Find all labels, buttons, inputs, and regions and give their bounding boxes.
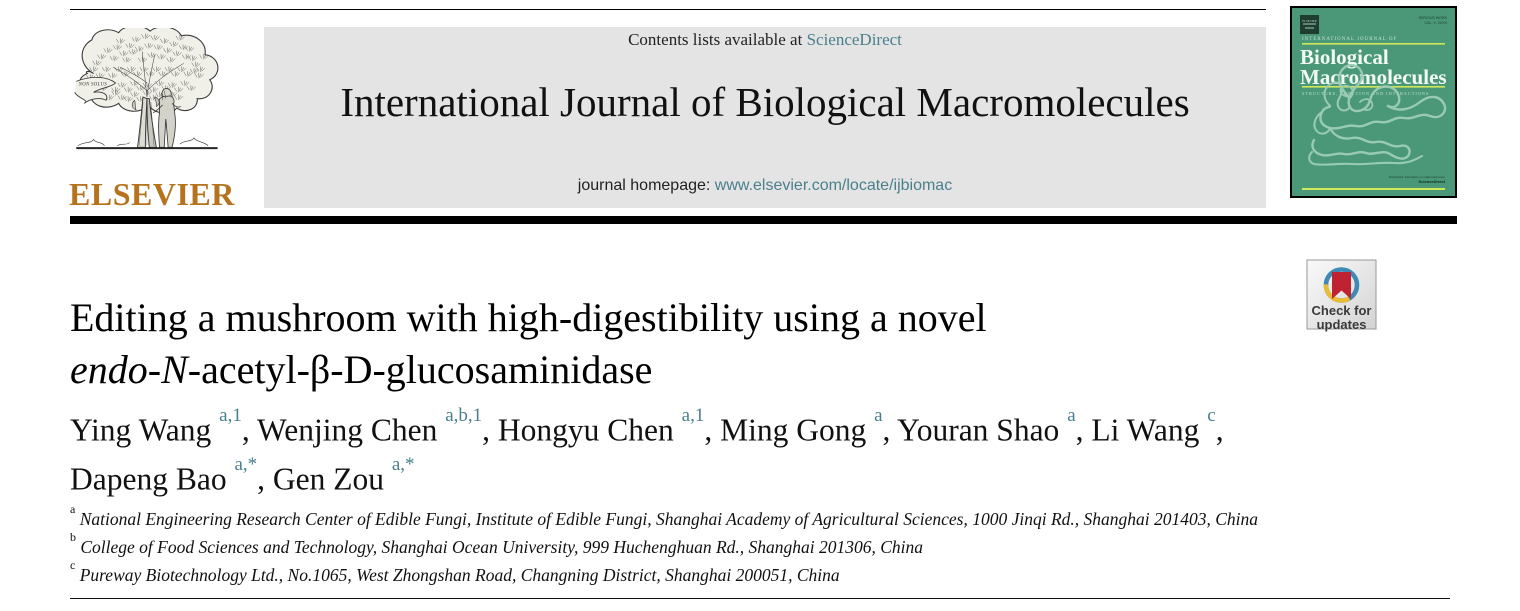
svg-text:ScienceDirect: ScienceDirect xyxy=(1419,179,1446,184)
svg-text:Macromolecules: Macromolecules xyxy=(1300,65,1447,89)
svg-text:SERIOUS WORK: SERIOUS WORK xyxy=(1419,16,1448,20)
svg-text:VOL. X, 2XXX: VOL. X, 2XXX xyxy=(1424,21,1447,25)
svg-text:INTERNATIONAL JOURNAL OF: INTERNATIONAL JOURNAL OF xyxy=(1302,37,1397,42)
svg-text:ELSEVIER: ELSEVIER xyxy=(1302,19,1316,23)
svg-text:NON SOLUS: NON SOLUS xyxy=(78,82,108,87)
